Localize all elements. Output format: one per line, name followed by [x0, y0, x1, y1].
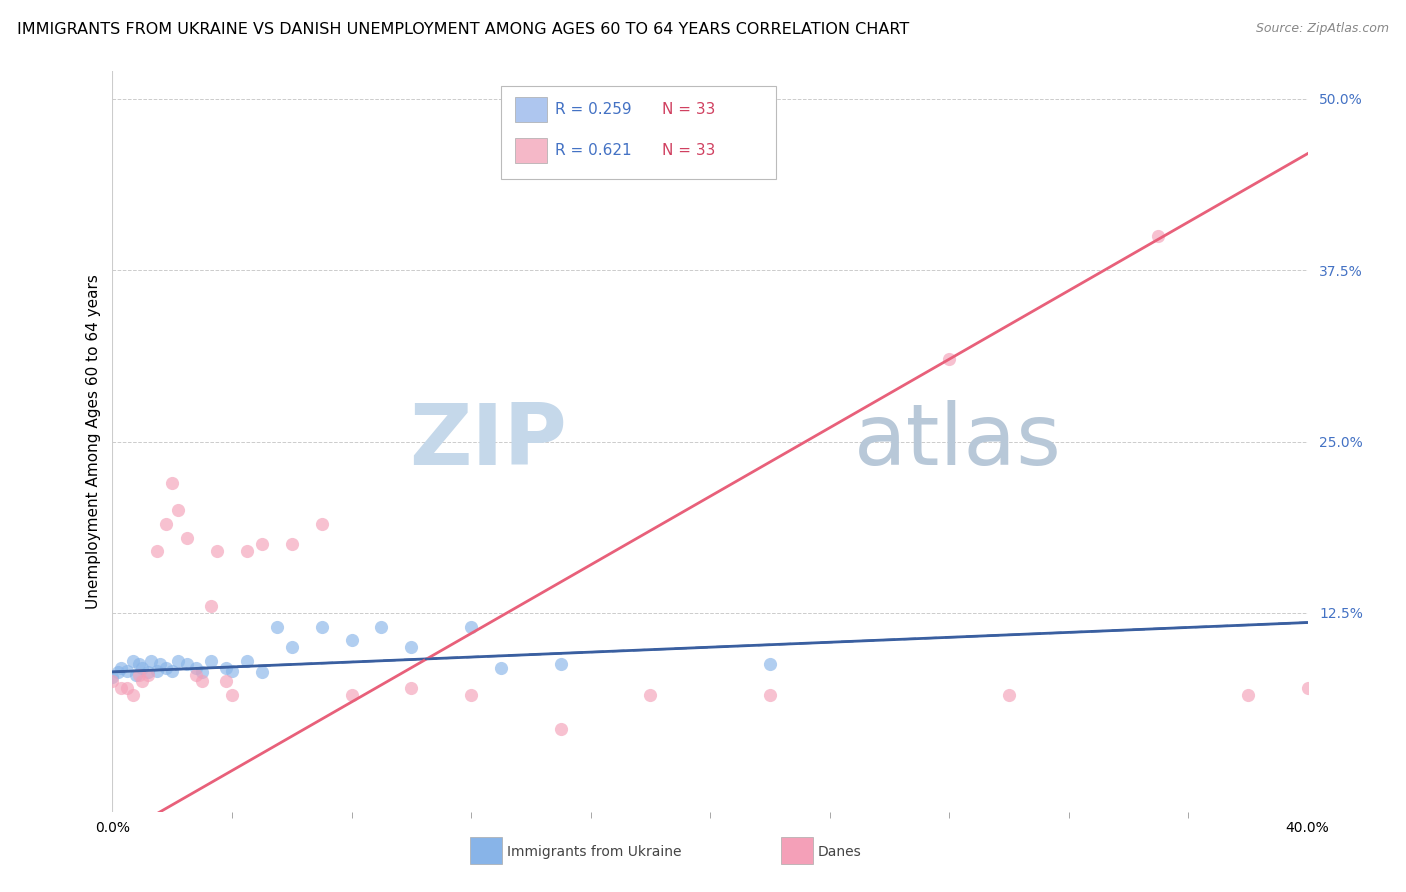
Point	[186, 667, 208, 681]
Point	[141, 654, 163, 668]
Point	[122, 654, 145, 668]
Point	[266, 619, 288, 633]
Text: R = 0.621: R = 0.621	[554, 143, 631, 158]
Point	[110, 681, 132, 696]
Point	[759, 657, 782, 671]
Point	[759, 688, 782, 702]
Point	[401, 681, 423, 696]
Point	[550, 723, 572, 737]
Point	[162, 664, 183, 678]
Point	[146, 664, 169, 678]
Point	[340, 688, 363, 702]
Point	[550, 657, 572, 671]
Point	[460, 688, 482, 702]
Point	[138, 665, 160, 679]
Point	[101, 674, 124, 689]
Point	[489, 661, 512, 675]
Point	[340, 633, 363, 648]
FancyBboxPatch shape	[780, 837, 813, 864]
Point	[149, 657, 172, 671]
Point	[167, 654, 190, 668]
Point	[236, 544, 259, 558]
FancyBboxPatch shape	[470, 837, 502, 864]
Point	[205, 544, 228, 558]
Text: N = 33: N = 33	[662, 143, 716, 158]
Point	[117, 664, 139, 678]
Point	[191, 674, 214, 689]
Point	[125, 667, 148, 681]
Point	[155, 661, 177, 675]
Point	[281, 640, 304, 655]
Point	[131, 674, 153, 689]
Point	[176, 531, 198, 545]
Point	[138, 667, 160, 681]
Point	[101, 670, 124, 684]
Point	[128, 667, 150, 681]
Point	[200, 599, 222, 613]
Point	[281, 537, 304, 551]
Point	[107, 665, 129, 679]
Point	[221, 688, 243, 702]
Text: R = 0.259: R = 0.259	[554, 103, 631, 118]
Point	[176, 657, 198, 671]
Point	[167, 503, 190, 517]
Point	[640, 688, 662, 702]
Point	[122, 688, 145, 702]
Point	[460, 619, 482, 633]
Point	[155, 516, 177, 531]
Point	[131, 661, 153, 675]
Point	[128, 657, 150, 671]
Y-axis label: Unemployment Among Ages 60 to 64 years: Unemployment Among Ages 60 to 64 years	[86, 274, 101, 609]
Point	[250, 537, 273, 551]
Point	[191, 665, 214, 679]
Text: Immigrants from Ukraine: Immigrants from Ukraine	[508, 846, 682, 859]
Point	[1147, 228, 1170, 243]
FancyBboxPatch shape	[515, 97, 547, 122]
Point	[162, 475, 183, 490]
Point	[221, 664, 243, 678]
Point	[146, 544, 169, 558]
Point	[311, 516, 333, 531]
Text: IMMIGRANTS FROM UKRAINE VS DANISH UNEMPLOYMENT AMONG AGES 60 TO 64 YEARS CORRELA: IMMIGRANTS FROM UKRAINE VS DANISH UNEMPL…	[17, 22, 910, 37]
Text: Danes: Danes	[818, 846, 862, 859]
Point	[215, 661, 238, 675]
FancyBboxPatch shape	[501, 87, 776, 178]
Point	[401, 640, 423, 655]
Point	[998, 688, 1021, 702]
Point	[117, 681, 139, 696]
Point	[250, 665, 273, 679]
Point	[1237, 688, 1260, 702]
Point	[186, 661, 208, 675]
Text: ZIP: ZIP	[409, 400, 567, 483]
Point	[236, 654, 259, 668]
Text: atlas: atlas	[853, 400, 1062, 483]
Point	[370, 619, 392, 633]
Point	[311, 619, 333, 633]
Point	[110, 661, 132, 675]
Text: Source: ZipAtlas.com: Source: ZipAtlas.com	[1256, 22, 1389, 36]
FancyBboxPatch shape	[515, 138, 547, 163]
Point	[200, 654, 222, 668]
Point	[215, 674, 238, 689]
Text: N = 33: N = 33	[662, 103, 716, 118]
Point	[938, 352, 960, 367]
Point	[1296, 681, 1319, 696]
